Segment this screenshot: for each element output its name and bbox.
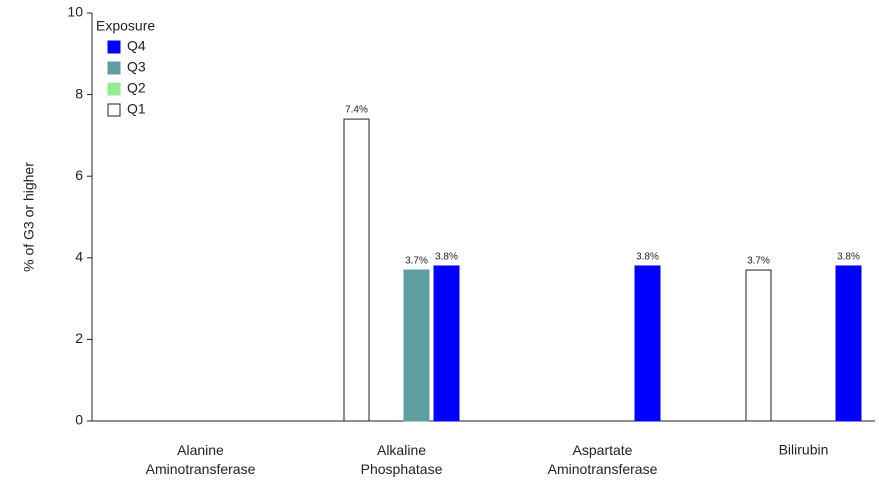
bar: [835, 265, 862, 422]
y-tick-label: 10: [67, 4, 83, 20]
x-tick-label: Alkaline Phosphatase: [361, 442, 443, 477]
legend-label: Q2: [127, 80, 146, 96]
bar: [403, 269, 430, 422]
value-label: 3.7%: [405, 256, 428, 267]
legend-label: Q4: [127, 38, 146, 54]
y-tick-label: 4: [75, 249, 83, 265]
bar: [343, 118, 370, 422]
value-label: 3.8%: [636, 252, 659, 263]
x-tick-label: Bilirubin: [779, 442, 829, 458]
y-tick-label: 6: [75, 167, 83, 183]
value-label: 3.8%: [837, 252, 860, 263]
legend-swatch: [107, 103, 121, 117]
y-tick-label: 0: [75, 412, 83, 428]
value-label: 3.7%: [747, 256, 770, 267]
legend-label: Q1: [127, 101, 146, 117]
bar: [634, 265, 661, 422]
value-label: 3.8%: [435, 252, 458, 263]
legend-title: Exposure: [96, 18, 155, 34]
bar: [745, 269, 772, 422]
legend-swatch: [107, 61, 121, 75]
y-tick-label: 8: [75, 85, 83, 101]
bar: [433, 265, 460, 422]
x-tick-label: Alanine Aminotransferase: [146, 442, 256, 477]
legend-swatch: [107, 40, 121, 54]
x-tick-label: Aspartate Aminotransferase: [548, 442, 658, 477]
legend-label: Q3: [127, 59, 146, 75]
y-tick-label: 2: [75, 330, 83, 346]
legend-swatch: [107, 82, 121, 96]
y-axis-label: % of G3 or higher: [21, 162, 37, 272]
value-label: 7.4%: [345, 105, 368, 116]
